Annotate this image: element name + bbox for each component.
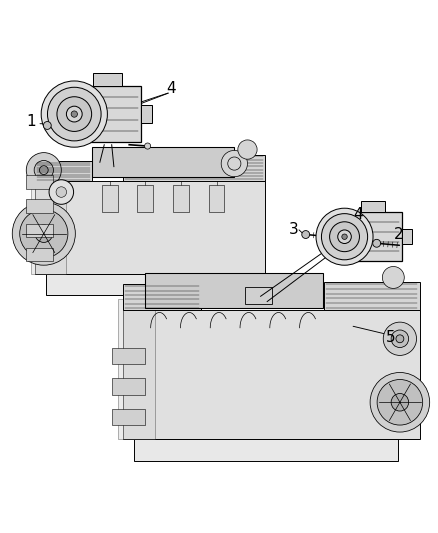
Polygon shape bbox=[324, 282, 420, 310]
Circle shape bbox=[39, 166, 48, 174]
Circle shape bbox=[373, 239, 381, 247]
Polygon shape bbox=[141, 105, 152, 123]
Polygon shape bbox=[123, 284, 201, 310]
Polygon shape bbox=[402, 229, 412, 244]
Circle shape bbox=[47, 87, 101, 141]
Polygon shape bbox=[26, 175, 53, 189]
Circle shape bbox=[56, 187, 67, 197]
Circle shape bbox=[20, 209, 68, 258]
Circle shape bbox=[342, 234, 347, 239]
Polygon shape bbox=[112, 348, 145, 364]
Circle shape bbox=[382, 266, 404, 288]
Circle shape bbox=[57, 96, 92, 132]
Polygon shape bbox=[134, 439, 398, 462]
Circle shape bbox=[35, 225, 53, 243]
Polygon shape bbox=[145, 273, 323, 308]
Bar bbox=[173, 185, 189, 212]
Polygon shape bbox=[31, 172, 66, 274]
Circle shape bbox=[321, 214, 367, 260]
Circle shape bbox=[49, 180, 74, 204]
Circle shape bbox=[71, 111, 78, 117]
Text: 2: 2 bbox=[394, 228, 403, 243]
Polygon shape bbox=[26, 223, 53, 237]
Circle shape bbox=[329, 222, 360, 252]
Polygon shape bbox=[361, 201, 385, 212]
Circle shape bbox=[41, 81, 107, 147]
Polygon shape bbox=[118, 300, 155, 439]
Circle shape bbox=[34, 160, 53, 180]
Polygon shape bbox=[26, 199, 53, 213]
Circle shape bbox=[12, 202, 75, 265]
Circle shape bbox=[228, 157, 241, 170]
Polygon shape bbox=[26, 248, 53, 261]
Text: 3: 3 bbox=[289, 222, 298, 237]
Circle shape bbox=[391, 393, 409, 411]
Polygon shape bbox=[92, 147, 234, 177]
Circle shape bbox=[26, 152, 61, 188]
Circle shape bbox=[370, 373, 430, 432]
Text: 1: 1 bbox=[27, 115, 36, 130]
Bar bbox=[138, 185, 153, 212]
Polygon shape bbox=[123, 155, 265, 181]
Text: 4: 4 bbox=[166, 81, 176, 96]
Polygon shape bbox=[123, 310, 420, 439]
Circle shape bbox=[145, 143, 151, 149]
Circle shape bbox=[221, 150, 247, 177]
Circle shape bbox=[383, 322, 417, 356]
Circle shape bbox=[316, 208, 373, 265]
Circle shape bbox=[67, 106, 82, 122]
Polygon shape bbox=[93, 73, 122, 86]
Bar bbox=[208, 185, 224, 212]
Circle shape bbox=[396, 335, 404, 343]
Text: 5: 5 bbox=[386, 330, 396, 345]
Circle shape bbox=[338, 230, 351, 244]
Text: 4: 4 bbox=[353, 207, 363, 222]
Polygon shape bbox=[84, 86, 141, 142]
Circle shape bbox=[302, 231, 310, 238]
Bar bbox=[102, 185, 118, 212]
Circle shape bbox=[238, 140, 257, 159]
Bar bbox=[245, 287, 272, 304]
Circle shape bbox=[43, 122, 51, 130]
Polygon shape bbox=[353, 212, 402, 261]
Polygon shape bbox=[112, 409, 145, 425]
Circle shape bbox=[391, 330, 409, 348]
Polygon shape bbox=[35, 181, 265, 274]
Polygon shape bbox=[112, 378, 145, 395]
Polygon shape bbox=[46, 274, 252, 295]
Circle shape bbox=[377, 379, 423, 425]
Polygon shape bbox=[35, 161, 92, 181]
